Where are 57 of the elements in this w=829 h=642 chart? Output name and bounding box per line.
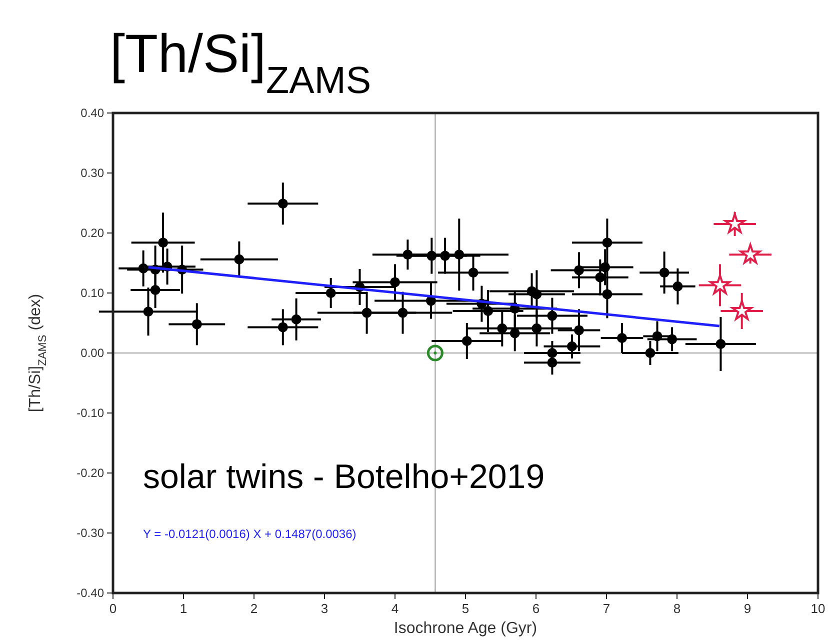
point bbox=[468, 268, 478, 278]
point bbox=[150, 285, 160, 295]
y-tick-label: 0.30 bbox=[80, 166, 104, 180]
point bbox=[462, 336, 472, 346]
point bbox=[600, 262, 610, 272]
point bbox=[426, 344, 444, 362]
y-tick-label: -0.10 bbox=[76, 406, 104, 420]
point bbox=[192, 319, 202, 330]
point bbox=[602, 289, 612, 300]
point bbox=[326, 288, 336, 298]
x-tick-label: 3 bbox=[320, 601, 328, 616]
point bbox=[143, 306, 154, 317]
point bbox=[158, 238, 168, 248]
point bbox=[390, 277, 400, 288]
point bbox=[398, 308, 408, 318]
point bbox=[547, 310, 558, 321]
point bbox=[672, 281, 683, 292]
y-tick-label: 0.00 bbox=[80, 346, 104, 360]
y-tick-label: 0.20 bbox=[80, 226, 104, 240]
point bbox=[659, 268, 670, 278]
x-tick-label: 9 bbox=[744, 601, 752, 616]
point bbox=[454, 250, 464, 260]
y-tick-label: 0.40 bbox=[80, 106, 104, 120]
point bbox=[510, 328, 520, 338]
x-tick-label: 8 bbox=[673, 601, 681, 616]
point bbox=[547, 358, 558, 368]
x-tick-label: 5 bbox=[462, 601, 470, 616]
y-tick-label: -0.30 bbox=[76, 526, 104, 540]
point bbox=[532, 289, 542, 300]
x-tick-label: 2 bbox=[250, 601, 258, 616]
point bbox=[278, 198, 288, 209]
point bbox=[532, 323, 542, 334]
point bbox=[602, 238, 612, 248]
point bbox=[617, 333, 628, 343]
point bbox=[291, 314, 302, 324]
point bbox=[278, 322, 288, 332]
point bbox=[574, 325, 584, 336]
chart-title: [Th/Si]$_{ZAMS}$ bbox=[110, 24, 372, 102]
point bbox=[234, 254, 244, 264]
point bbox=[595, 272, 606, 282]
x-axis-title: Isochrone Age (Gyr) bbox=[394, 620, 538, 637]
annotation: solar twins - Botelho+2019 bbox=[143, 458, 545, 496]
point bbox=[710, 274, 730, 294]
x-tick-label: 4 bbox=[391, 601, 399, 616]
x-tick-label: 7 bbox=[602, 601, 610, 616]
x-tick-label: 0 bbox=[109, 601, 117, 616]
y-tick-label: 0.10 bbox=[80, 286, 104, 300]
x-tick-label: 10 bbox=[810, 601, 826, 616]
point bbox=[716, 339, 726, 349]
point bbox=[645, 348, 656, 358]
y-tick-label: -0.20 bbox=[76, 466, 104, 480]
point bbox=[566, 341, 577, 352]
annotation: Y = -0.0121(0.0016) X + 0.1487(0.0036) bbox=[143, 527, 356, 541]
point bbox=[667, 334, 678, 344]
y-tick-label: -0.40 bbox=[76, 586, 104, 600]
x-tick-label: 1 bbox=[180, 601, 188, 616]
x-tick-label: 6 bbox=[532, 601, 540, 616]
